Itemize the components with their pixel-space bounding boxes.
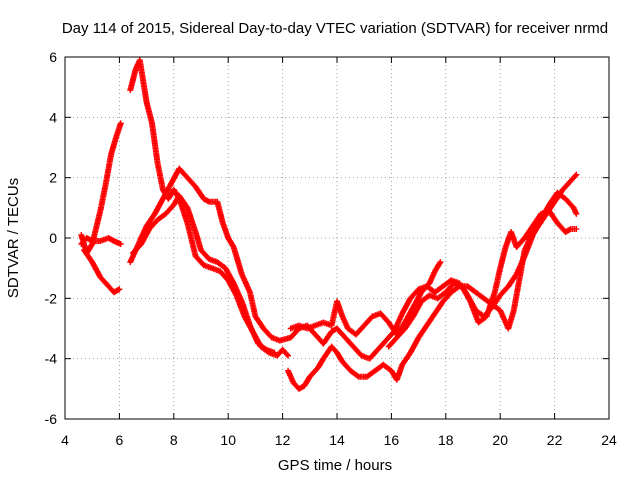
plus-markers	[385, 207, 580, 350]
plus-markers	[81, 247, 123, 296]
y-tick-label: 2	[49, 170, 57, 186]
x-tick-label: 6	[116, 432, 124, 448]
plus-markers	[127, 165, 294, 344]
y-tick-label: -2	[45, 290, 58, 306]
x-tick-label: 14	[329, 432, 345, 448]
y-tick-label: -4	[45, 351, 58, 367]
grid-lines	[65, 57, 609, 419]
x-axis-title: GPS time / hours	[278, 457, 392, 474]
y-tick-label: 4	[49, 109, 57, 125]
x-tick-label: 4	[61, 432, 69, 448]
x-tick-label: 10	[220, 432, 236, 448]
data-marks	[78, 57, 580, 392]
series-track-4	[127, 57, 292, 359]
x-tick-label: 24	[601, 432, 617, 448]
x-tick-label: 16	[384, 432, 400, 448]
plus-markers	[78, 120, 124, 257]
y-axis-title: SDTVAR / TECUs	[5, 178, 22, 298]
series-track-2	[78, 235, 124, 248]
chart-title: Day 114 of 2015, Sidereal Day-to-day VTE…	[62, 20, 608, 37]
series-track-3	[81, 247, 123, 296]
series-track-1	[78, 120, 124, 257]
series-track-10	[385, 207, 580, 350]
x-tick-label: 20	[492, 432, 508, 448]
y-tick-label: 6	[49, 49, 57, 65]
x-tick-label: 8	[170, 432, 178, 448]
series-track-6	[130, 192, 278, 356]
y-axis-ticks: -6 -4 -2 0 2 4 6	[45, 49, 609, 427]
x-tick-label: 22	[547, 432, 563, 448]
series-track-5	[127, 165, 294, 344]
y-tick-label: 0	[49, 230, 57, 246]
y-tick-label: -6	[45, 411, 58, 427]
x-tick-label: 12	[275, 432, 291, 448]
plus-markers	[127, 57, 292, 359]
x-tick-label: 18	[438, 432, 454, 448]
x-axis-ticks: 4 6 8 10 12 14 16 18 20 22 24	[61, 57, 617, 448]
